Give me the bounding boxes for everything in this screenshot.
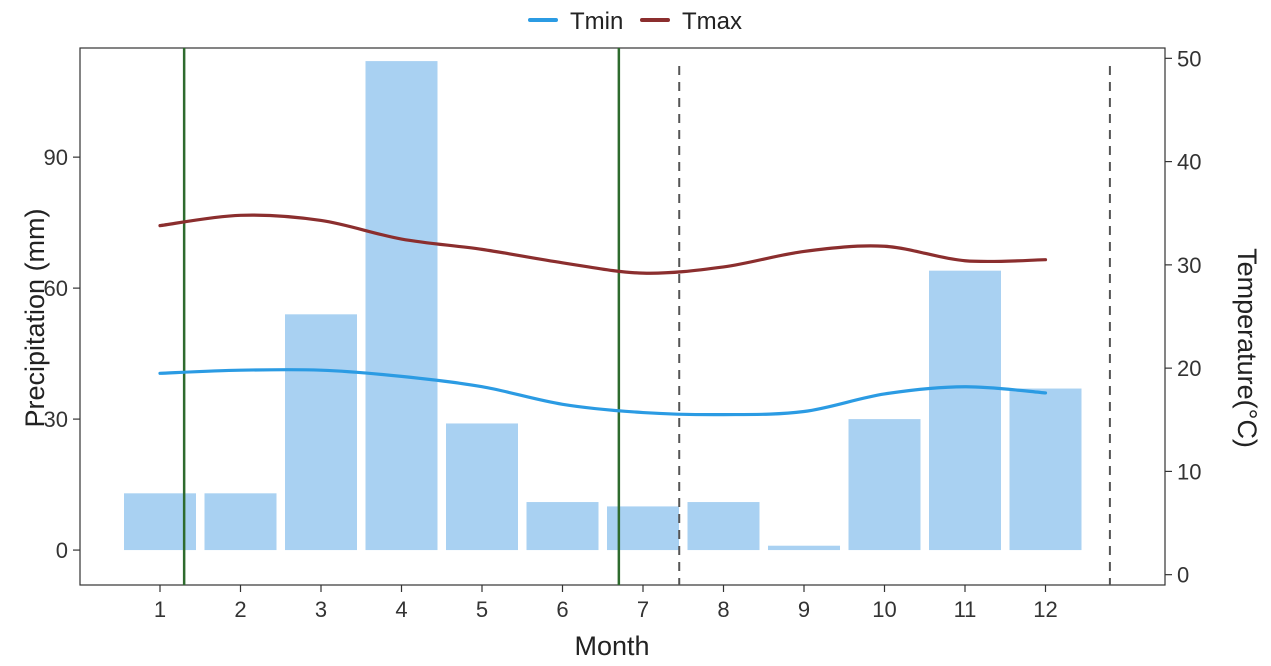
precip-bar-month-10 — [849, 419, 921, 550]
legend-item-tmax: Tmax — [642, 8, 742, 35]
legend: Tmin Tmax — [530, 8, 742, 35]
y-right-tick-label-0: 0 — [1177, 563, 1189, 588]
precip-bar-month-12 — [1010, 389, 1082, 551]
precip-bar-month-3 — [285, 314, 357, 550]
precip-bar-month-2 — [205, 493, 277, 550]
precip-bar-month-11 — [929, 271, 1001, 550]
precip-bar-month-6 — [527, 502, 599, 550]
x-tick-label-2: 2 — [234, 597, 246, 622]
x-tick-label-10: 10 — [872, 597, 896, 622]
y-right-tick-label-40: 40 — [1177, 150, 1201, 175]
precip-bar-month-9 — [768, 546, 840, 550]
x-tick-label-7: 7 — [637, 597, 649, 622]
y-axis-left-title: Precipitation (mm) — [20, 208, 50, 427]
x-tick-label-4: 4 — [395, 597, 407, 622]
x-axis-title: Month — [574, 631, 649, 661]
x-tick-label-11: 11 — [954, 597, 977, 622]
y-right-tick-label-50: 50 — [1177, 46, 1201, 71]
x-tick-label-3: 3 — [315, 597, 327, 622]
precip-bar-month-8 — [688, 502, 760, 550]
y-axis-right-title: Temperature(°C) — [1232, 248, 1262, 448]
y-left-tick-label-90: 90 — [44, 145, 68, 170]
y-right-tick-label-20: 20 — [1177, 356, 1201, 381]
y-axis-right: 0 10 20 30 40 50 — [1165, 46, 1201, 587]
x-tick-label-1: 1 — [154, 597, 166, 622]
legend-label-tmax: Tmax — [682, 8, 742, 35]
y-right-tick-label-10: 10 — [1177, 459, 1201, 484]
x-tick-label-5: 5 — [476, 597, 488, 622]
precip-bar-month-4 — [366, 61, 438, 550]
x-tick-label-6: 6 — [556, 597, 568, 622]
precip-bar-month-5 — [446, 423, 518, 550]
y-right-tick-label-30: 30 — [1177, 253, 1201, 278]
x-tick-label-12: 12 — [1033, 597, 1057, 622]
x-tick-label-9: 9 — [798, 597, 810, 622]
y-left-tick-label-0: 0 — [56, 538, 68, 563]
x-tick-label-8: 8 — [717, 597, 729, 622]
legend-item-tmin: Tmin — [530, 8, 623, 35]
legend-label-tmin: Tmin — [570, 8, 623, 35]
x-axis: 1 2 3 4 5 6 7 8 9 10 11 12 — [154, 585, 1058, 622]
